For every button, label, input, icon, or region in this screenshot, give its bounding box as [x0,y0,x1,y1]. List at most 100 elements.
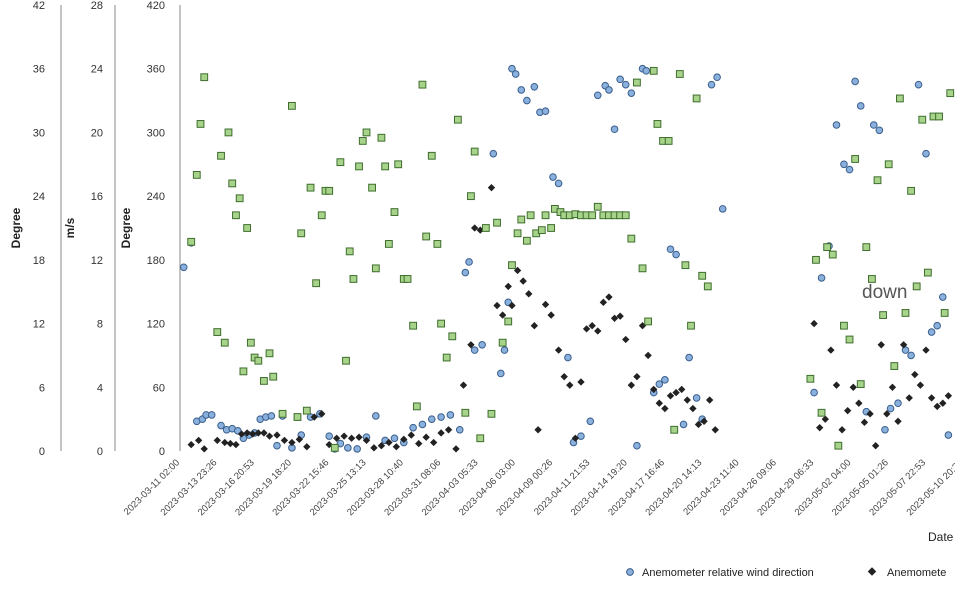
point-anemometer [280,436,289,445]
point-wind-direction [655,380,664,388]
point-green-series [336,158,345,167]
point-green-series [442,353,451,362]
y-tick-label: 0 [159,446,165,458]
point-wind-direction [817,274,826,282]
point-anemometer [243,429,251,437]
point-wind-direction [549,173,557,181]
point-green-series [330,443,339,452]
point-wind-direction [661,376,669,384]
y-tick-label: 420 [147,0,165,12]
point-green-series [312,279,321,288]
point-wind-direction [851,77,859,86]
point-wind-direction [541,107,550,115]
point-anemometer [610,314,619,322]
point-green-series [470,147,479,156]
point-wind-direction [523,96,531,105]
point-anemometer [810,319,818,328]
point-wind-direction [517,86,526,94]
point-green-series [487,409,496,418]
point-wind-direction [666,245,675,254]
point-anemometer [467,341,475,349]
point-green-series [845,335,854,344]
point-green-series [812,255,820,264]
legend-marker-circle [626,568,634,576]
point-wind-direction [455,425,464,434]
point-green-series [923,268,932,277]
legend-label-1: Anemometer relative wind direction [642,567,814,579]
point-wind-direction [642,67,651,75]
point-green-series [493,218,501,227]
point-anemometer [661,404,669,413]
point-green-series [537,226,546,235]
point-anemometer [700,417,708,425]
point-green-series [317,211,326,220]
point-green-series [390,208,399,216]
point-green-series [834,441,843,450]
point-green-series [873,176,882,185]
point-green-series [433,240,442,248]
point-wind-direction [856,102,865,110]
y-tick-label: 4 [97,382,103,394]
y-tick-label: 42 [33,0,45,12]
legend: Anemometer relative wind direction Anemo… [626,567,946,579]
point-anemometer [605,293,613,301]
point-green-series [368,183,376,192]
point-anemometer [689,404,697,413]
point-anemometer [444,426,453,434]
point-anemometer [883,410,891,418]
point-green-series [593,202,602,211]
point-anemometer [888,383,897,391]
point-anemometer [644,351,652,360]
point-green-series [243,224,252,232]
point-anemometer [525,290,533,298]
point-green-series [517,215,526,224]
point-wind-direction [938,293,947,301]
point-wind-direction [894,399,902,408]
point-wind-direction [832,121,841,129]
point-anemometer [310,413,318,421]
point-green-series [895,94,904,103]
point-green-series [918,115,927,124]
point-anemometer [666,392,675,400]
point-green-series [412,402,421,411]
point-green-series [265,349,274,358]
point-anemometer [370,444,378,452]
point-green-series [508,261,516,270]
point-wind-direction [593,91,602,100]
point-green-series [940,309,949,317]
point-green-series [254,356,263,365]
point-anemometer [452,445,460,453]
point-green-series [633,78,641,87]
point-wind-direction [207,411,216,419]
point-green-series [851,155,860,163]
point-anemometer [498,311,507,319]
point-anemometer [318,410,326,418]
point-green-series [703,282,712,291]
point-anemometer [332,434,341,442]
point-green-series [806,374,815,383]
point-wind-direction [577,432,585,440]
point-green-series [381,162,390,171]
point-green-series [627,234,636,243]
point-green-series [403,275,412,283]
point-wind-direction [707,80,716,89]
point-green-series [269,372,278,381]
point-anemometer [672,388,680,397]
point-green-series [817,408,826,417]
point-anemometer [385,438,393,447]
point-wind-direction [718,205,727,213]
point-green-series [246,338,255,347]
point-anemometer [711,426,719,434]
point-green-series [260,377,268,385]
point-anemometer [355,433,363,441]
point-anemometer [560,372,568,381]
point-wind-direction [621,80,630,89]
point-wind-direction [901,346,910,354]
point-green-series [358,137,367,145]
point-green-series [422,232,431,241]
point-green-series [935,112,943,121]
y-tick-label: 12 [91,255,103,267]
point-anemometer [200,445,208,453]
point-green-series [437,319,446,328]
